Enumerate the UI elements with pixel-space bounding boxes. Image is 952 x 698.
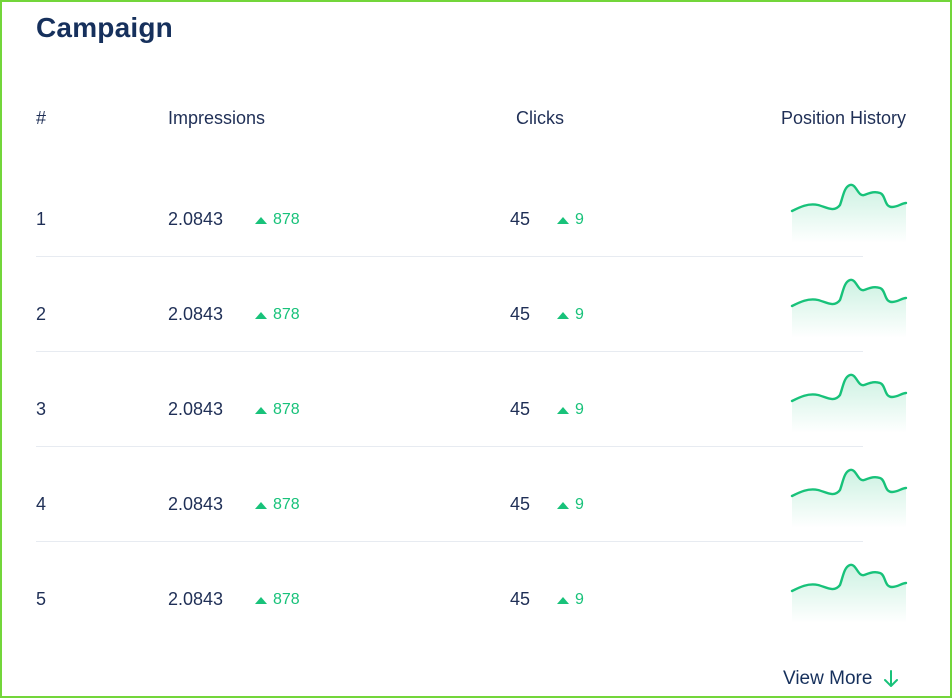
impressions-value: 2.0843: [168, 589, 224, 609]
clicks-delta: 9: [557, 211, 584, 229]
up-triangle-icon: [557, 311, 569, 319]
row-divider: [36, 446, 863, 447]
table-row: 3 2.0843 878 45 9: [0, 367, 952, 462]
clicks-delta: 9: [557, 306, 584, 324]
clicks-delta-value: 9: [575, 211, 584, 228]
clicks-value: 45: [510, 209, 531, 229]
position-history-sparkline: [790, 183, 908, 243]
table-row: 5 2.0843 878 45 9: [0, 557, 952, 652]
up-triangle-icon: [557, 216, 569, 224]
table-row: 2 2.0843 878 45 9: [0, 272, 952, 367]
row-divider: [36, 351, 863, 352]
clicks-delta-value: 9: [575, 591, 584, 608]
impressions-delta: 878: [255, 591, 300, 609]
row-number: 2: [36, 304, 47, 324]
impressions-value: 2.0843: [168, 494, 224, 514]
position-history-sparkline: [790, 373, 908, 433]
position-history-sparkline: [790, 278, 908, 338]
row-number: 1: [36, 209, 47, 229]
column-header-number: #: [36, 108, 47, 128]
clicks-value: 45: [510, 399, 531, 419]
table-row: 4 2.0843 878 45 9: [0, 462, 952, 557]
table-row: 1 2.0843 878 45 9: [0, 177, 952, 272]
up-triangle-icon: [255, 216, 267, 224]
up-triangle-icon: [557, 406, 569, 414]
impressions-value: 2.0843: [168, 304, 224, 324]
clicks-delta-value: 9: [575, 306, 584, 323]
clicks-delta: 9: [557, 591, 584, 609]
clicks-delta-value: 9: [575, 496, 584, 513]
clicks-delta: 9: [557, 496, 584, 514]
row-number: 4: [36, 494, 47, 514]
impressions-delta-value: 878: [273, 496, 300, 513]
clicks-value: 45: [510, 589, 531, 609]
impressions-delta-value: 878: [273, 401, 300, 418]
row-divider: [36, 541, 863, 542]
up-triangle-icon: [255, 406, 267, 414]
column-header-clicks: Clicks: [516, 108, 564, 128]
impressions-delta-value: 878: [273, 306, 300, 323]
arrow-down-icon: [884, 670, 899, 687]
impressions-delta: 878: [255, 401, 300, 419]
row-divider: [36, 256, 863, 257]
clicks-delta-value: 9: [575, 401, 584, 418]
impressions-delta-value: 878: [273, 211, 300, 228]
position-history-sparkline: [790, 563, 908, 623]
up-triangle-icon: [255, 596, 267, 604]
impressions-delta: 878: [255, 496, 300, 514]
clicks-value: 45: [510, 304, 531, 324]
column-header-impressions: Impressions: [168, 108, 266, 128]
impressions-delta: 878: [255, 306, 300, 324]
up-triangle-icon: [255, 311, 267, 319]
up-triangle-icon: [557, 501, 569, 509]
clicks-value: 45: [510, 494, 531, 514]
impressions-delta: 878: [255, 211, 300, 229]
row-number: 3: [36, 399, 47, 419]
impressions-value: 2.0843: [168, 399, 224, 419]
clicks-delta: 9: [557, 401, 584, 419]
page-title: Campaign: [36, 12, 173, 43]
view-more-link[interactable]: View More: [783, 668, 900, 690]
up-triangle-icon: [255, 501, 267, 509]
view-more-label: View More: [783, 668, 873, 689]
impressions-delta-value: 878: [273, 591, 300, 608]
impressions-value: 2.0843: [168, 209, 224, 229]
up-triangle-icon: [557, 596, 569, 604]
position-history-sparkline: [790, 468, 908, 528]
row-number: 5: [36, 589, 47, 609]
column-header-position-history: Position History: [780, 108, 906, 128]
